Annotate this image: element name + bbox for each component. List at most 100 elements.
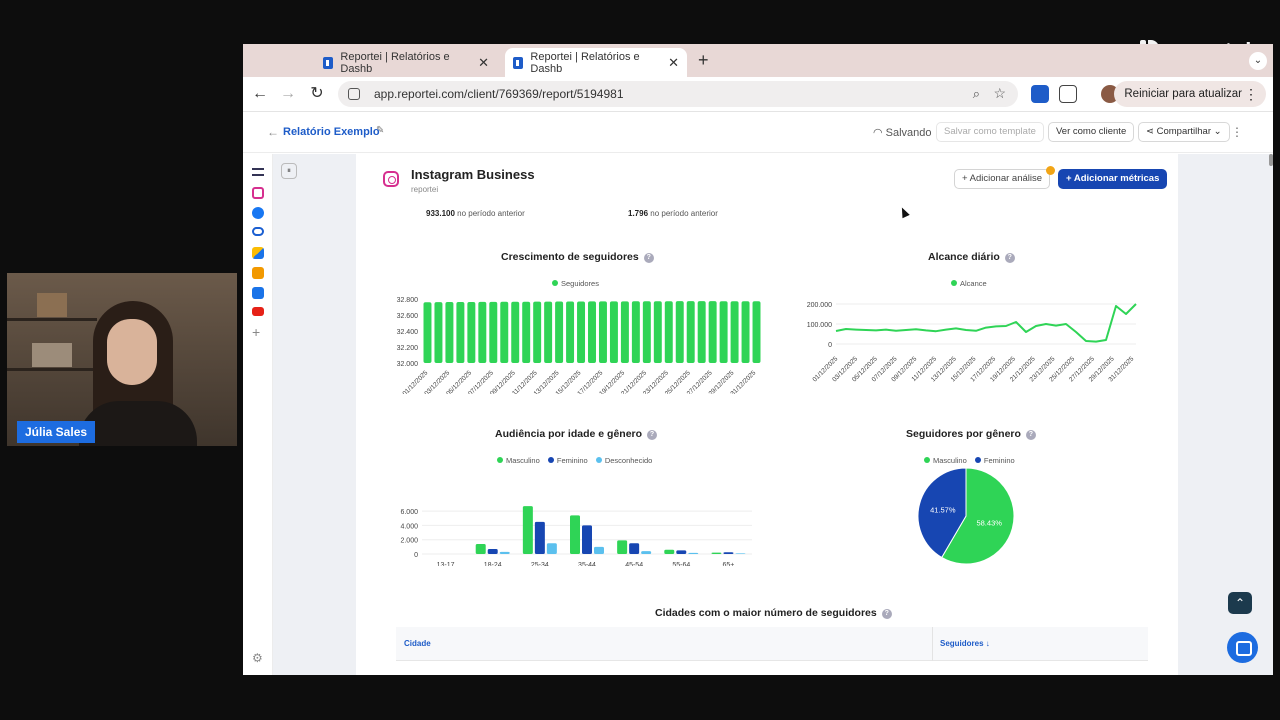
column-header-label: Seguidores — [940, 639, 984, 648]
facebook-icon[interactable] — [252, 207, 264, 219]
bar — [730, 301, 739, 363]
close-tab-icon[interactable]: ✕ — [478, 54, 489, 70]
bar — [475, 544, 486, 554]
column-header-followers[interactable]: Seguidores ↓ — [940, 639, 990, 648]
followers-gender-pie: 58.43% 41.57% — [917, 467, 1015, 565]
legend-label: Feminino — [983, 456, 1015, 465]
instagram-icon[interactable] — [252, 187, 264, 199]
google-ads-icon[interactable] — [252, 247, 264, 259]
shelf-decor — [7, 368, 97, 371]
chart-title-audience-age-gender: Audiência por idade e gênero? — [495, 428, 658, 440]
legend-dot — [951, 280, 957, 286]
bar — [570, 515, 580, 554]
bar — [664, 301, 673, 363]
youtube-icon[interactable] — [252, 307, 264, 316]
legend-dot — [924, 457, 930, 463]
analytics-icon[interactable] — [252, 267, 264, 279]
browser-toolbar: ← → ↻ app.reportei.com/client/769369/rep… — [243, 77, 1273, 112]
bar — [735, 553, 746, 554]
forward-icon[interactable]: → — [280, 85, 296, 102]
legend-label: Desconhecido — [604, 456, 653, 465]
widget-subtitle: reportei — [411, 185, 439, 194]
address-bar[interactable]: app.reportei.com/client/769369/report/51… — [338, 81, 1018, 107]
chevron-down-icon: ⌄ — [1211, 126, 1222, 137]
bar — [686, 301, 695, 363]
reportei-extension-icon[interactable] — [1031, 85, 1049, 103]
y-tick-label: 32.000 — [397, 361, 419, 368]
extensions-icon[interactable] — [1059, 85, 1077, 103]
bar — [489, 301, 498, 363]
add-metrics-button[interactable]: + Adicionar métricas — [1058, 169, 1168, 189]
help-icon[interactable]: ? — [1004, 253, 1015, 263]
bar — [467, 301, 476, 363]
list-icon[interactable] — [252, 168, 264, 176]
x-tick-label: 65+ — [722, 562, 734, 566]
add-integration-icon[interactable]: + — [252, 324, 261, 340]
y-tick-label: 100.000 — [807, 322, 832, 329]
help-icon[interactable]: ? — [1025, 430, 1036, 440]
star-icon[interactable]: ☆ — [993, 85, 1006, 101]
reload-icon[interactable]: ↻ — [310, 85, 324, 102]
tab-report-1[interactable]: Reportei | Relatórios e Dashb ✕ — [315, 48, 497, 77]
settings-gear-icon[interactable]: ⚙ — [252, 651, 263, 665]
legend-dot — [547, 457, 554, 463]
help-icon[interactable]: ? — [881, 609, 892, 619]
share-button[interactable]: ⋖ Compartilhar ⌄ — [1138, 122, 1230, 142]
mouse-cursor — [898, 205, 910, 219]
pie-slice-label: 58.43% — [976, 518, 1002, 527]
edit-pencil-icon[interactable]: ✎ — [376, 125, 385, 136]
help-icon[interactable]: ? — [643, 253, 654, 263]
page-scrollbar[interactable] — [1269, 154, 1273, 166]
scroll-to-top-button[interactable]: ⌃ — [1228, 592, 1252, 614]
back-icon[interactable]: ← — [252, 85, 268, 102]
more-options-icon[interactable]: ⋮ — [1231, 125, 1243, 139]
integrations-rail: + ⚙ — [243, 154, 273, 675]
bar — [546, 543, 557, 554]
tab-report-2[interactable]: Reportei | Relatórios e Dashb ✕ — [505, 48, 687, 77]
save-as-template-button[interactable]: Salvar como template — [936, 122, 1044, 142]
add-analysis-button[interactable]: + Adicionar análise — [954, 169, 1051, 189]
collapse-sidebar-icon[interactable]: ⏸ — [281, 163, 297, 179]
new-tab-icon[interactable]: + — [698, 50, 709, 70]
bar — [522, 506, 533, 554]
meta-icon[interactable] — [252, 227, 264, 236]
report-title[interactable]: Relatório Exemplo — [283, 126, 380, 138]
support-chat-button[interactable] — [1227, 632, 1258, 663]
webcam-feed: Júlia Sales — [7, 273, 237, 446]
business-profile-icon[interactable] — [252, 287, 264, 299]
view-as-client-button[interactable]: Ver como cliente — [1048, 122, 1135, 142]
reportei-favicon-icon — [323, 56, 334, 69]
bar — [620, 301, 629, 363]
restart-to-update-button[interactable]: Reiniciar para atualizar ⋮ — [1114, 81, 1266, 107]
previous-period-followers: 933.100 no período anterior — [426, 209, 525, 218]
bar — [423, 302, 432, 363]
back-arrow-icon[interactable]: ← — [267, 125, 279, 139]
y-tick-label: 0 — [414, 552, 418, 559]
more-vertical-icon[interactable]: ⋮ — [1244, 86, 1258, 102]
share-icon: ⋖ — [1146, 126, 1157, 137]
browser-window: Reportei | Relatórios e Dashb ✕ Reportei… — [243, 44, 1273, 675]
cities-table-title: Cidades com o maior número de seguidores… — [655, 607, 892, 619]
share-label: Compartilhar — [1156, 126, 1211, 137]
bar — [675, 301, 684, 363]
bar — [487, 549, 498, 554]
tab-search-chevron-icon[interactable]: ⌄ — [1249, 52, 1267, 70]
previous-value: 1.796 — [628, 209, 649, 218]
restart-label: Reiniciar para atualizar — [1124, 88, 1242, 100]
site-settings-icon[interactable] — [348, 88, 360, 100]
chart-title-daily-reach: Alcance diário? — [928, 251, 1015, 263]
y-tick-label: 6.000 — [400, 509, 418, 516]
previous-value: 933.100 — [426, 209, 455, 218]
report-header: ← Relatório Exemplo ✎ ◠ Salvando Salvar … — [243, 113, 1273, 153]
help-icon[interactable]: ? — [647, 430, 658, 440]
x-tick-label: 35-44 — [578, 562, 596, 566]
cities-table-header: Cidade Seguidores ↓ — [396, 627, 1148, 661]
bar — [445, 302, 454, 363]
column-header-city[interactable]: Cidade — [404, 639, 431, 648]
bar — [555, 301, 564, 363]
legend-label: Alcance — [960, 279, 987, 288]
bar — [708, 301, 717, 363]
zoom-icon[interactable]: ⌕ — [972, 86, 980, 101]
close-tab-icon[interactable]: ✕ — [668, 54, 679, 70]
chart-legend: Seguidores — [546, 279, 599, 288]
